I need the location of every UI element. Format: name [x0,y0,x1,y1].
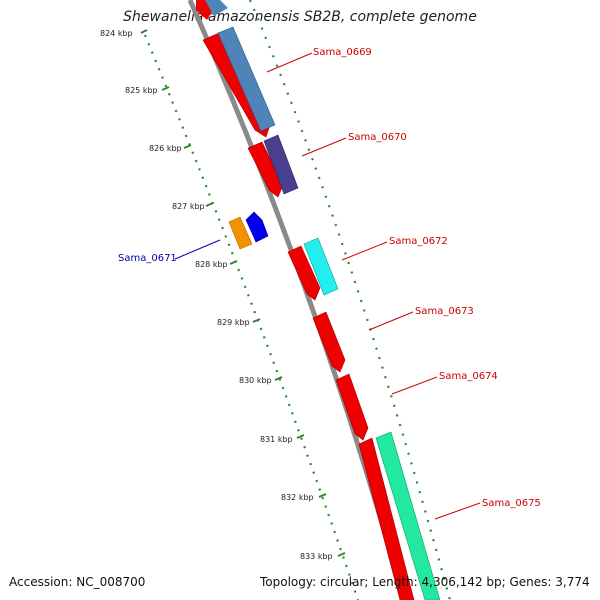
genome-summary-text: Topology: circular; Length: 4,306,142 bp… [260,575,590,589]
accession-text: Accession: NC_008700 [9,575,146,589]
gene-block[interactable] [287,245,321,301]
tick-label: 832 kbp [281,493,314,502]
tick-label: 830 kbp [239,376,272,385]
outer-tick-track [248,0,452,600]
tick-label: 827 kbp [172,202,205,211]
genome-backbone [187,0,407,600]
gene-block[interactable] [375,431,441,600]
gene-label-sama-0671[interactable]: Sama_0671 [118,253,177,264]
gene-label-sama-0674[interactable]: Sama_0674 [439,371,498,382]
gene-block[interactable] [205,0,228,16]
forward-strand-genes [205,0,441,600]
gene-block[interactable] [263,134,299,195]
gene-label-sama-0670[interactable]: Sama_0670 [348,132,407,143]
tick-label: 824 kbp [100,29,133,38]
tick-label: 826 kbp [149,144,182,153]
gene-block[interactable] [245,211,269,243]
gene-block[interactable] [217,26,276,132]
gene-label-sama-0669[interactable]: Sama_0669 [313,47,372,58]
gene-label-sama-0673[interactable]: Sama_0673 [415,306,474,317]
tick-marks [140,29,346,557]
tick-label: 828 kbp [195,260,228,269]
tick-labels: 824 kbp 825 kbp 826 kbp 827 kbp 828 kbp … [100,29,333,561]
tick-label: 833 kbp [300,552,333,561]
map-title: Shewanella amazonensis SB2B, complete ge… [123,9,477,25]
gene-block[interactable] [303,237,339,296]
gene-label-sama-0675[interactable]: Sama_0675 [482,498,541,509]
tick-label: 825 kbp [125,86,158,95]
gene-label-sama-0672[interactable]: Sama_0672 [389,236,448,247]
gene-block[interactable] [228,216,253,250]
tick-label: 829 kbp [217,318,250,327]
gene-block[interactable] [312,311,346,373]
gene-labels: Sama_0669 Sama_0670 Sama_0671 Sama_0672 … [118,47,541,509]
label-leaders [174,52,481,520]
tick-label: 831 kbp [260,435,293,444]
gene-block[interactable] [335,373,369,441]
gene-block[interactable] [358,437,415,600]
gene-block[interactable] [247,141,284,198]
